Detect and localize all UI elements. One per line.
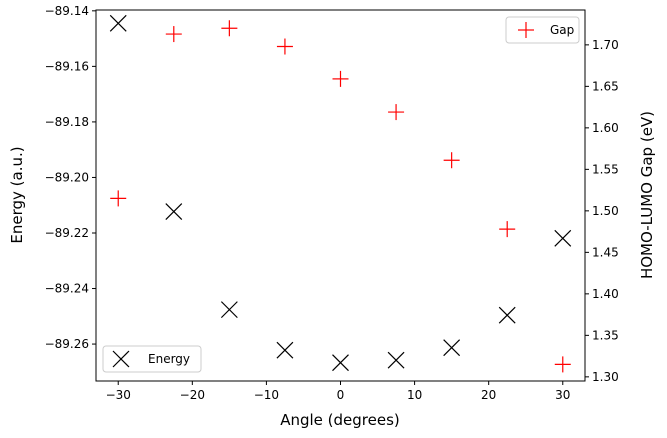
x-axis-label: Angle (degrees)	[280, 411, 400, 429]
left-y-tick-label: −89.14	[45, 4, 89, 18]
gap-point	[110, 190, 127, 207]
energy-point	[387, 351, 405, 369]
energy-point	[554, 229, 572, 247]
left-y-tick-label: −89.20	[45, 170, 89, 184]
x-tick-label: −10	[254, 388, 279, 402]
gap-point	[332, 70, 349, 87]
left-y-axis-label: Energy (a.u.)	[8, 146, 26, 243]
right-y-tick-label: 1.65	[592, 79, 619, 93]
energy-point	[220, 301, 238, 319]
right-y-tick-label: 1.55	[592, 162, 619, 176]
x-tick-label: 10	[407, 388, 422, 402]
x-tick-label: 30	[555, 388, 570, 402]
gap-point	[165, 26, 182, 43]
x-axis-ticks: −30 −20 −10 0 10 20 30	[106, 381, 570, 402]
right-y-tick-label: 1.30	[592, 370, 619, 384]
energy-point	[443, 339, 461, 357]
energy-point	[276, 341, 294, 359]
legend-gap: Gap	[505, 16, 580, 44]
x-tick-label: −30	[106, 388, 131, 402]
legend-gap-label: Gap	[550, 23, 574, 37]
left-y-axis-ticks: −89.14 −89.16 −89.18 −89.20 −89.22 −89.24 −89.…	[45, 4, 96, 351]
right-y-tick-label: 1.40	[592, 287, 619, 301]
right-y-axis-label: HOMO-LUMO Gap (eV)	[638, 111, 656, 279]
energy-point	[498, 306, 516, 324]
right-y-tick-label: 1.35	[592, 328, 619, 342]
legend-gap-frame	[505, 16, 580, 44]
gap-point	[499, 221, 516, 238]
left-y-tick-label: −89.16	[45, 59, 89, 73]
plot-frame	[95, 9, 586, 382]
series-markers	[109, 14, 572, 373]
gap-point	[388, 104, 405, 121]
energy-point	[165, 203, 183, 221]
x-tick-label: 20	[481, 388, 496, 402]
gap-point	[554, 356, 571, 373]
energy-point	[109, 14, 127, 32]
gap-point	[276, 38, 293, 55]
right-y-tick-label: 1.60	[592, 121, 619, 135]
right-y-axis-ticks: 1.30 1.35 1.40 1.45 1.50 1.55 1.60 1.65 1.70	[585, 38, 619, 384]
right-y-tick-label: 1.70	[592, 38, 619, 52]
left-y-tick-label: −89.24	[45, 282, 89, 296]
x-tick-label: −20	[180, 388, 205, 402]
gap-point	[443, 152, 460, 169]
right-y-tick-label: 1.45	[592, 245, 619, 259]
left-y-tick-label: −89.26	[45, 337, 89, 351]
legend-energy: Energy	[102, 345, 202, 373]
gap-point	[221, 20, 238, 37]
energy-point	[332, 354, 349, 372]
right-y-tick-label: 1.50	[592, 204, 619, 218]
legend-energy-marker	[112, 350, 130, 368]
legend-gap-marker	[518, 22, 534, 38]
legend-energy-label: Energy	[148, 352, 190, 366]
x-tick-label: 0	[337, 388, 345, 402]
left-y-tick-label: −89.18	[45, 115, 89, 129]
left-y-tick-label: −89.22	[45, 226, 89, 240]
